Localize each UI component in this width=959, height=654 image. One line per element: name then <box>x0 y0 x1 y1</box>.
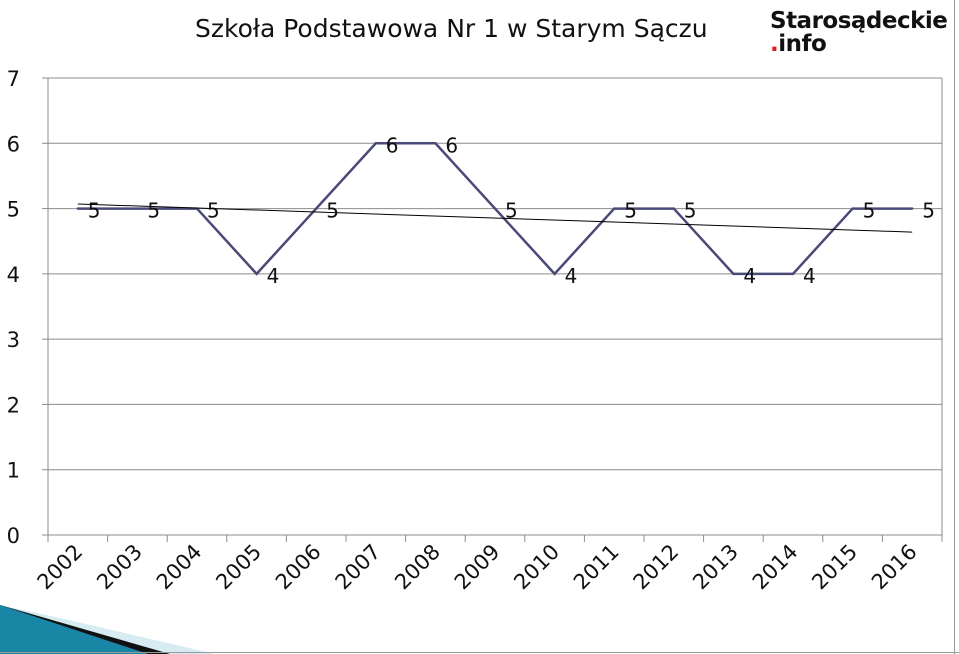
x-tick-label: 2006 <box>271 540 326 595</box>
x-tick-label: 2007 <box>331 540 386 595</box>
data-point <box>315 207 318 210</box>
slide-border-right <box>954 0 955 654</box>
y-tick-label: 7 <box>7 67 20 91</box>
x-tick-label: 2014 <box>748 540 803 595</box>
data-point <box>136 207 139 210</box>
data-point <box>732 272 735 276</box>
data-label: 4 <box>743 264 756 288</box>
logo-main: Starosądeckie <box>770 8 948 34</box>
x-tick-label: 2013 <box>688 540 743 595</box>
data-label: 5 <box>147 199 160 223</box>
y-tick-label: 6 <box>7 132 20 156</box>
data-label: 5 <box>863 199 876 223</box>
logo-suffix: info <box>778 31 827 57</box>
x-tick-label: 2016 <box>867 540 922 595</box>
data-point <box>851 207 854 210</box>
corner-decoration-teal <box>0 605 148 654</box>
data-label: 6 <box>386 133 399 157</box>
data-point <box>76 207 80 210</box>
y-tick-label: 2 <box>7 393 20 417</box>
x-tick-label: 2005 <box>211 540 266 595</box>
data-label: 5 <box>326 199 339 223</box>
x-tick-label: 2012 <box>629 540 684 595</box>
data-label: 6 <box>445 133 458 157</box>
data-point <box>553 272 556 276</box>
trendline <box>77 203 913 233</box>
data-point <box>434 142 437 145</box>
data-point <box>374 142 377 145</box>
slide-border-bottom <box>0 652 959 653</box>
chart-title: Szkoła Podstawowa Nr 1 w Starym Sączu <box>195 14 708 43</box>
y-tick-label: 3 <box>7 328 20 352</box>
y-tick-label: 5 <box>7 198 20 222</box>
x-tick-label: 2004 <box>152 540 207 595</box>
x-tick-label: 2011 <box>569 540 624 595</box>
data-point <box>493 207 497 210</box>
site-logo: Starosądeckie .info <box>770 8 948 57</box>
y-tick-label: 1 <box>7 459 20 483</box>
x-tick-label: 2003 <box>92 540 147 595</box>
x-tick-label: 2002 <box>33 540 88 595</box>
data-label: 5 <box>624 199 637 223</box>
data-label: 4 <box>565 264 578 288</box>
data-label: 5 <box>922 199 935 223</box>
x-tick-label: 2010 <box>509 540 564 595</box>
data-point <box>911 207 914 210</box>
x-tick-label: 2015 <box>807 540 862 595</box>
data-point <box>672 207 675 210</box>
data-label: 4 <box>803 264 816 288</box>
data-point <box>613 207 616 210</box>
logo-dot: . <box>770 31 779 57</box>
data-label: 5 <box>88 199 101 223</box>
x-tick-label: 2008 <box>390 540 445 595</box>
x-tick-label: 2009 <box>450 540 505 595</box>
data-label: 5 <box>505 199 518 223</box>
y-tick-label: 4 <box>7 263 20 287</box>
data-point <box>791 272 795 276</box>
data-point <box>255 272 258 276</box>
data-label: 5 <box>684 199 697 223</box>
y-tick-label: 0 <box>7 524 20 548</box>
data-label: 4 <box>267 264 280 288</box>
data-label: 5 <box>207 199 220 223</box>
